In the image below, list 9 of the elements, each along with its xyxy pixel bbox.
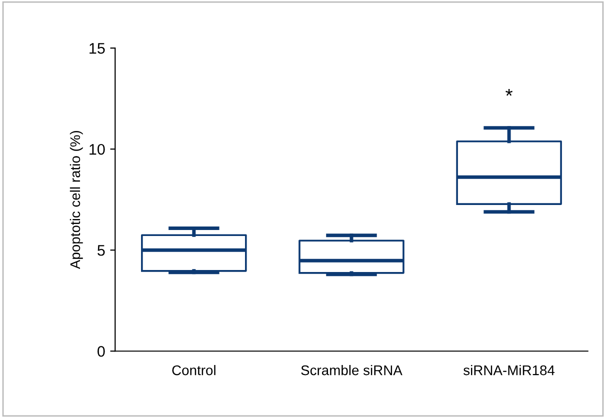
y-tick-label: 0 — [98, 346, 105, 357]
y-tick-label: 15 — [90, 43, 105, 54]
x-tick-label: Scramble siRNA — [301, 365, 402, 376]
annotation: * — [506, 88, 513, 96]
x-tick-label: Control — [172, 365, 216, 376]
y-tick-label: 10 — [90, 144, 105, 155]
y-axis-title: Apoptotic cell ratio (%) — [70, 130, 83, 270]
x-tick-label: siRNA-MiR184 — [464, 365, 555, 376]
y-tick-label: 5 — [98, 245, 105, 256]
